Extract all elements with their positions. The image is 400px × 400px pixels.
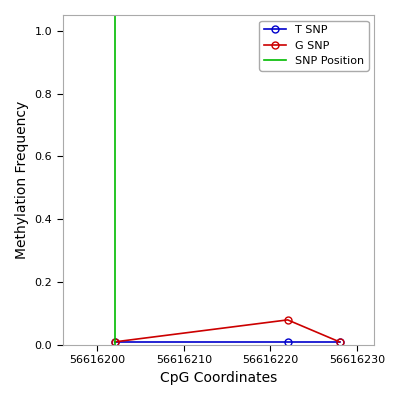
T SNP <box>112 340 117 344</box>
T SNP <box>337 340 342 344</box>
G SNP <box>337 340 342 344</box>
T SNP <box>285 340 290 344</box>
Legend: T SNP, G SNP, SNP Position: T SNP, G SNP, SNP Position <box>260 20 369 70</box>
Line: G SNP: G SNP <box>111 316 343 345</box>
Line: T SNP: T SNP <box>111 338 343 345</box>
Y-axis label: Methylation Frequency: Methylation Frequency <box>15 101 29 259</box>
X-axis label: CpG Coordinates: CpG Coordinates <box>160 371 277 385</box>
G SNP <box>112 340 117 344</box>
G SNP <box>285 318 290 322</box>
